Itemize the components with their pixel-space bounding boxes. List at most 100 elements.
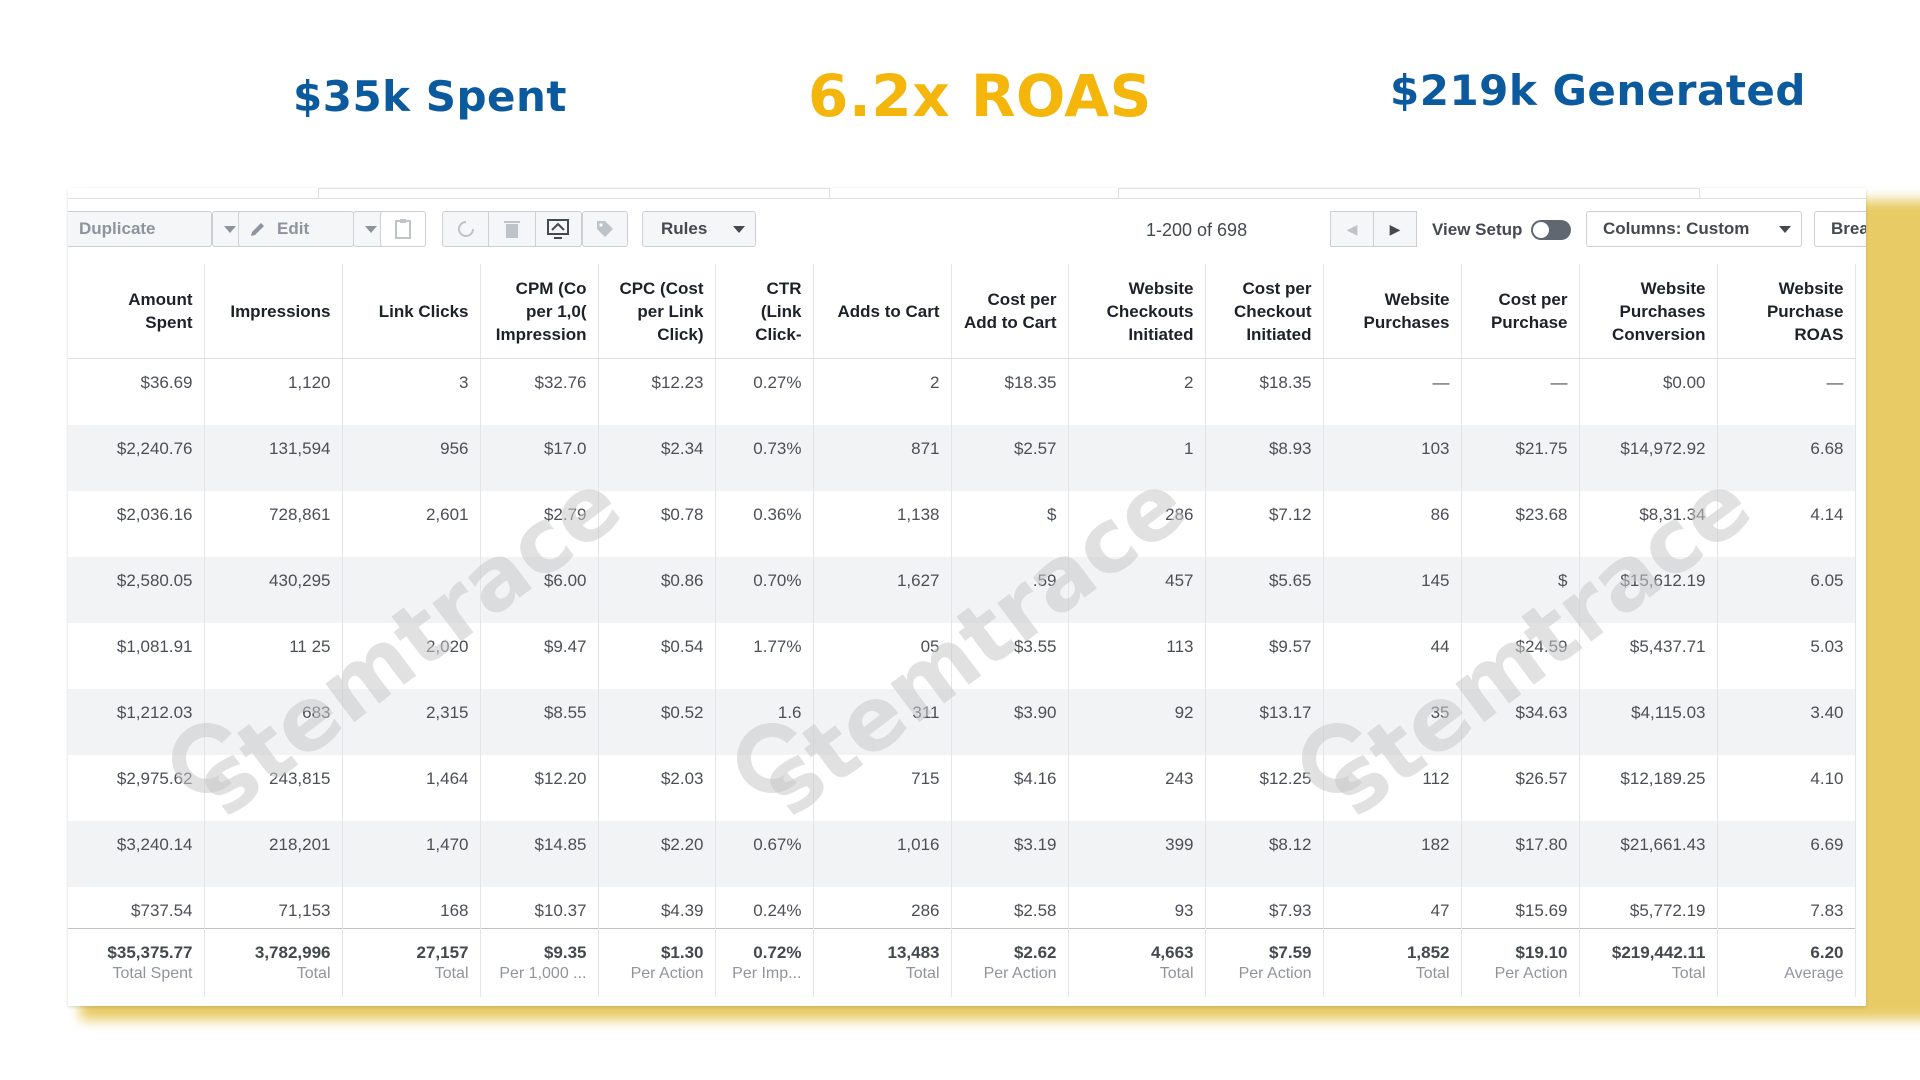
- total-value: 27,157: [416, 942, 469, 962]
- chevron-left-icon: ◀: [1346, 220, 1358, 237]
- compare-button[interactable]: [536, 212, 581, 246]
- table-cell: 399: [1068, 820, 1206, 887]
- table-header-row: Amount Spent Impressions Link Clicks CPM…: [68, 264, 1856, 359]
- table-cell: $4,115.03: [1579, 688, 1718, 755]
- table-cell: $0.78: [598, 490, 716, 557]
- table-cell: $12,189.25: [1579, 754, 1718, 821]
- total-cell: $35,375.77 Total Spent: [68, 928, 205, 997]
- pencil-icon: [251, 223, 264, 236]
- column-header[interactable]: Link Clicks: [342, 264, 481, 359]
- table-row[interactable]: $737.54 71,153 168 $10.37 $4.39 0.24% 286 $2.58…: [68, 886, 1856, 929]
- table-cell: 0.27%: [715, 358, 814, 425]
- previous-page-button[interactable]: ◀: [1330, 211, 1374, 247]
- total-value: $19.10: [1515, 942, 1568, 962]
- total-value: 13,483: [887, 942, 940, 962]
- clipboard-icon: [395, 219, 411, 239]
- table-cell: 2,020: [342, 622, 481, 689]
- table-row[interactable]: $2,580.05 430,295 $6.00 $0.86 0.70% 1,627.59 4…: [68, 556, 1856, 623]
- clipboard-button[interactable]: [380, 211, 426, 247]
- column-header[interactable]: Adds to Cart: [813, 264, 952, 359]
- table-cell: —: [1323, 358, 1462, 425]
- table-cell: 47: [1323, 886, 1462, 929]
- table-cell: $0.54: [598, 622, 716, 689]
- column-header[interactable]: Website Checkouts Initiated: [1068, 264, 1206, 359]
- refresh-icon: [457, 221, 474, 237]
- view-setup-toggle[interactable]: [1531, 220, 1571, 240]
- table-cell: $2.34: [598, 424, 716, 491]
- table-cell: 131,594: [204, 424, 343, 491]
- table-cell: $2,240.76: [68, 424, 205, 491]
- table-cell: 0.67%: [715, 820, 814, 887]
- refresh-button[interactable]: [443, 212, 490, 246]
- table-cell: —: [1461, 358, 1580, 425]
- table-cell: $5,772.19: [1579, 886, 1718, 929]
- table-cell: $3.19: [951, 820, 1069, 887]
- table-cell: $2.03: [598, 754, 716, 821]
- total-cell: 3,782,996 Total: [204, 928, 343, 997]
- tab[interactable]: [1118, 188, 1700, 198]
- table-cell: $26.57: [1461, 754, 1580, 821]
- table-cell: $737.54: [68, 886, 205, 929]
- table-row[interactable]: $3,240.14 218,201 1,470 $14.85 $2.20 0.67% 1,0…: [68, 820, 1856, 887]
- table-row[interactable]: $36.69 1,120 3 $32.76 $12.23 0.27% 2 $18.35 2 $18…: [68, 358, 1856, 425]
- rules-button[interactable]: Rules: [642, 211, 756, 247]
- table-cell: 11 25: [204, 622, 343, 689]
- ads-manager-panel: Duplicate Edit: [68, 188, 1866, 1006]
- total-cell: 1,852 Total: [1323, 928, 1462, 997]
- table-cell: 715: [813, 754, 952, 821]
- table-row[interactable]: $2,240.76 131,594 956 $17.0 $2.34 0.73% 871 $2.…: [68, 424, 1856, 491]
- totals-row: $35,375.77 Total Spent 3,782,996 Total 27,15…: [68, 928, 1856, 997]
- table-cell: $3.55: [951, 622, 1069, 689]
- table-row[interactable]: $1,212.03 683 2,315 $8.55 $0.52 1.6 311 $3.90 92…: [68, 688, 1856, 755]
- edit-button[interactable]: Edit: [238, 211, 354, 247]
- table-cell: 1,120: [204, 358, 343, 425]
- compare-icon: [547, 219, 570, 239]
- next-page-button[interactable]: ▶: [1373, 211, 1417, 247]
- table-cell: 1,627: [813, 556, 952, 623]
- table-cell: $5,437.71: [1579, 622, 1718, 689]
- table-cell: $15,612.19: [1579, 556, 1718, 623]
- table-cell: $2.20: [598, 820, 716, 887]
- table-cell: $2.58: [951, 886, 1069, 929]
- table-cell: $9.57: [1205, 622, 1324, 689]
- column-header[interactable]: Amount Spent: [68, 264, 205, 359]
- table-cell: $21.75: [1461, 424, 1580, 491]
- column-header[interactable]: Cost per Purchase: [1461, 264, 1580, 359]
- column-header[interactable]: Cost per Checkout Initiated: [1205, 264, 1324, 359]
- table-cell: $8,31.34: [1579, 490, 1718, 557]
- table-cell: 1,016: [813, 820, 952, 887]
- total-cell: 0.72% Per Imp...: [715, 928, 814, 997]
- table-cell: 430,295: [204, 556, 343, 623]
- table-cell: 5.03: [1717, 622, 1856, 689]
- tab[interactable]: [318, 188, 830, 198]
- table-row[interactable]: $2,975.62 243,815 1,464 $12.20 $2.03 715 $4.16…: [68, 754, 1856, 821]
- column-header[interactable]: CPM (Co per 1,0( Impression: [480, 264, 599, 359]
- table-row[interactable]: $1,081.91 11 25 2,020 $9.47 $0.54 1.77% 05 $3.5…: [68, 622, 1856, 689]
- table-cell: [342, 556, 481, 623]
- column-header[interactable]: Website Purchases Conversion: [1579, 264, 1718, 359]
- table-cell: $4.16: [951, 754, 1069, 821]
- columns-button[interactable]: Columns: Custom: [1586, 211, 1802, 247]
- column-header[interactable]: CTR (Link Click-: [715, 264, 814, 359]
- tag-button[interactable]: [582, 211, 628, 247]
- column-header[interactable]: Website Purchases: [1323, 264, 1462, 359]
- table-cell: 1,138: [813, 490, 952, 557]
- table-cell: 1,470: [342, 820, 481, 887]
- delete-button[interactable]: [489, 212, 536, 246]
- table-cell: $2.79: [480, 490, 599, 557]
- column-header[interactable]: Cost per Add to Cart: [951, 264, 1069, 359]
- breakdown-button[interactable]: Breakdown: [1814, 211, 1866, 247]
- duplicate-button[interactable]: Duplicate: [68, 211, 212, 247]
- column-header[interactable]: Impressions: [204, 264, 343, 359]
- table-cell: $3.90: [951, 688, 1069, 755]
- breakdown-label: Breakdown: [1831, 219, 1866, 238]
- table-row[interactable]: $2,036.16 728,861 2,601 $2.79 $0.78 0.36% 1,13…: [68, 490, 1856, 557]
- table-cell: 92: [1068, 688, 1206, 755]
- table-cell: $4.39: [598, 886, 716, 929]
- total-label: Total Spent: [112, 964, 193, 982]
- table-cell: $14.85: [480, 820, 599, 887]
- total-label: Per Action: [1494, 964, 1568, 982]
- column-header[interactable]: CPC (Cost per Link Click): [598, 264, 716, 359]
- total-cell: $19.10 Per Action: [1461, 928, 1580, 997]
- column-header[interactable]: Website Purchase ROAS: [1717, 264, 1856, 359]
